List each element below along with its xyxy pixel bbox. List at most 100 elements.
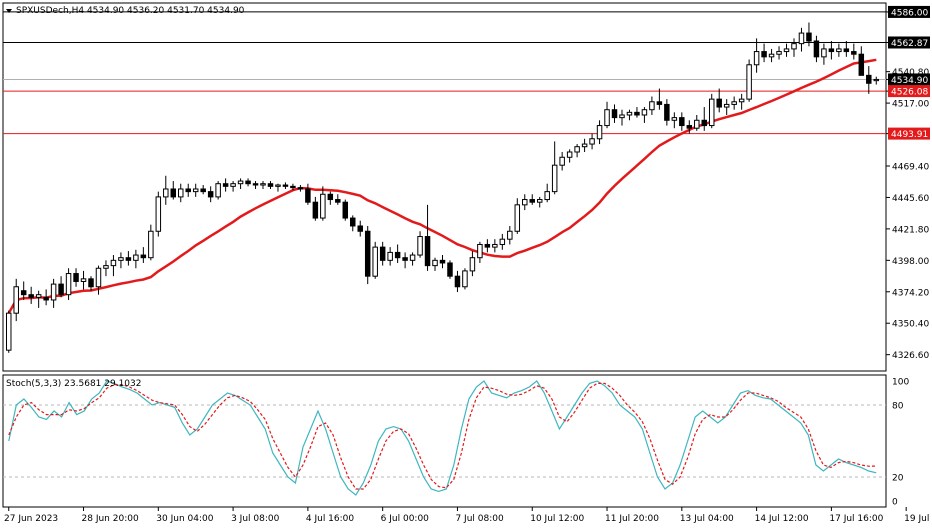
candle <box>536 196 543 208</box>
candle <box>20 281 27 300</box>
candle <box>35 290 42 308</box>
candle <box>417 231 423 258</box>
stoch-tick-label: 20 <box>892 474 904 484</box>
candle <box>200 185 206 195</box>
candle <box>305 183 311 205</box>
candle <box>664 99 670 126</box>
candle <box>260 181 266 189</box>
candle <box>424 204 431 271</box>
candle <box>492 239 498 253</box>
candle <box>768 48 775 63</box>
candle <box>499 233 506 250</box>
candle <box>80 270 87 290</box>
candle <box>507 225 513 245</box>
candle <box>581 138 588 152</box>
candle <box>364 225 371 285</box>
candle <box>110 255 117 277</box>
stoch-tick-label: 0 <box>892 498 898 508</box>
stochastic-oscillator: 100 80 20 0 <box>3 378 909 508</box>
price-tick-label: 4421.80 <box>892 225 929 235</box>
candle <box>619 109 625 126</box>
time-tick-label: 13 Jul 04:00 <box>680 514 734 524</box>
candle <box>828 40 835 60</box>
time-tick-label: 11 Jul 20:00 <box>605 514 659 524</box>
candle <box>462 268 468 290</box>
candle <box>103 260 109 277</box>
candle <box>611 104 618 123</box>
candle <box>634 107 640 118</box>
candle <box>28 286 34 304</box>
candle <box>866 66 872 94</box>
candle <box>133 249 139 269</box>
price-level-label: 4493.91 <box>891 130 928 140</box>
candle <box>58 276 64 298</box>
candle <box>409 252 416 266</box>
candle <box>140 247 147 263</box>
candle <box>73 268 79 287</box>
candle <box>791 38 797 57</box>
candle <box>312 196 319 221</box>
candle <box>125 251 132 266</box>
candle <box>686 120 693 134</box>
time-tick-label: 10 Jul 12:00 <box>530 514 584 524</box>
candle <box>821 43 827 65</box>
price-levels <box>3 11 886 135</box>
candle <box>484 239 491 253</box>
price-level-label: 4562.87 <box>891 39 928 49</box>
price-tick-label: 4469.40 <box>892 162 929 172</box>
price-tick-label: 4326.60 <box>892 351 929 361</box>
price-tick-label: 4374.20 <box>892 288 929 298</box>
candle <box>566 149 573 163</box>
candle <box>873 76 880 85</box>
candle <box>350 215 356 232</box>
candle <box>529 194 535 205</box>
candle <box>783 43 790 57</box>
chart-menu-arrow-icon[interactable] <box>6 9 12 13</box>
candle <box>701 107 707 131</box>
candle <box>222 178 229 192</box>
candle <box>237 178 244 189</box>
candle <box>522 194 528 211</box>
candle <box>335 194 341 205</box>
price-level-label: 4586.00 <box>891 8 928 18</box>
candle <box>118 252 124 269</box>
candle <box>320 186 326 221</box>
candle <box>252 181 259 189</box>
price-tick-label: 4398.00 <box>892 257 929 267</box>
candle <box>514 198 521 234</box>
candle <box>559 151 565 171</box>
candle <box>245 178 251 187</box>
candle <box>596 120 603 145</box>
candle <box>372 241 378 279</box>
candle <box>469 251 476 277</box>
candle <box>290 183 296 191</box>
candle <box>402 252 408 269</box>
candle <box>671 112 678 129</box>
time-tick-label: 6 Jul 00:00 <box>381 514 430 524</box>
time-tick-label: 28 Jun 20:00 <box>82 514 139 524</box>
candle <box>716 88 722 113</box>
candle <box>656 88 663 110</box>
candle <box>708 93 715 129</box>
candle <box>723 99 730 115</box>
time-tick-label: 3 Jul 08:00 <box>231 514 280 524</box>
candle <box>148 224 154 261</box>
candle <box>843 40 850 57</box>
candle <box>155 191 162 237</box>
candle <box>589 133 595 150</box>
candle <box>43 289 49 306</box>
price-level-label: 4526.08 <box>891 88 928 98</box>
candle <box>394 244 401 263</box>
candle <box>851 43 857 60</box>
candle <box>342 199 349 221</box>
candle <box>439 255 446 269</box>
candle <box>761 43 767 63</box>
candle <box>858 46 865 76</box>
candle <box>574 144 580 158</box>
candle <box>267 181 274 189</box>
candle <box>813 35 820 63</box>
stoch-signal-line <box>8 382 877 490</box>
candle <box>192 183 199 197</box>
stoch-tick-label: 100 <box>892 378 909 388</box>
